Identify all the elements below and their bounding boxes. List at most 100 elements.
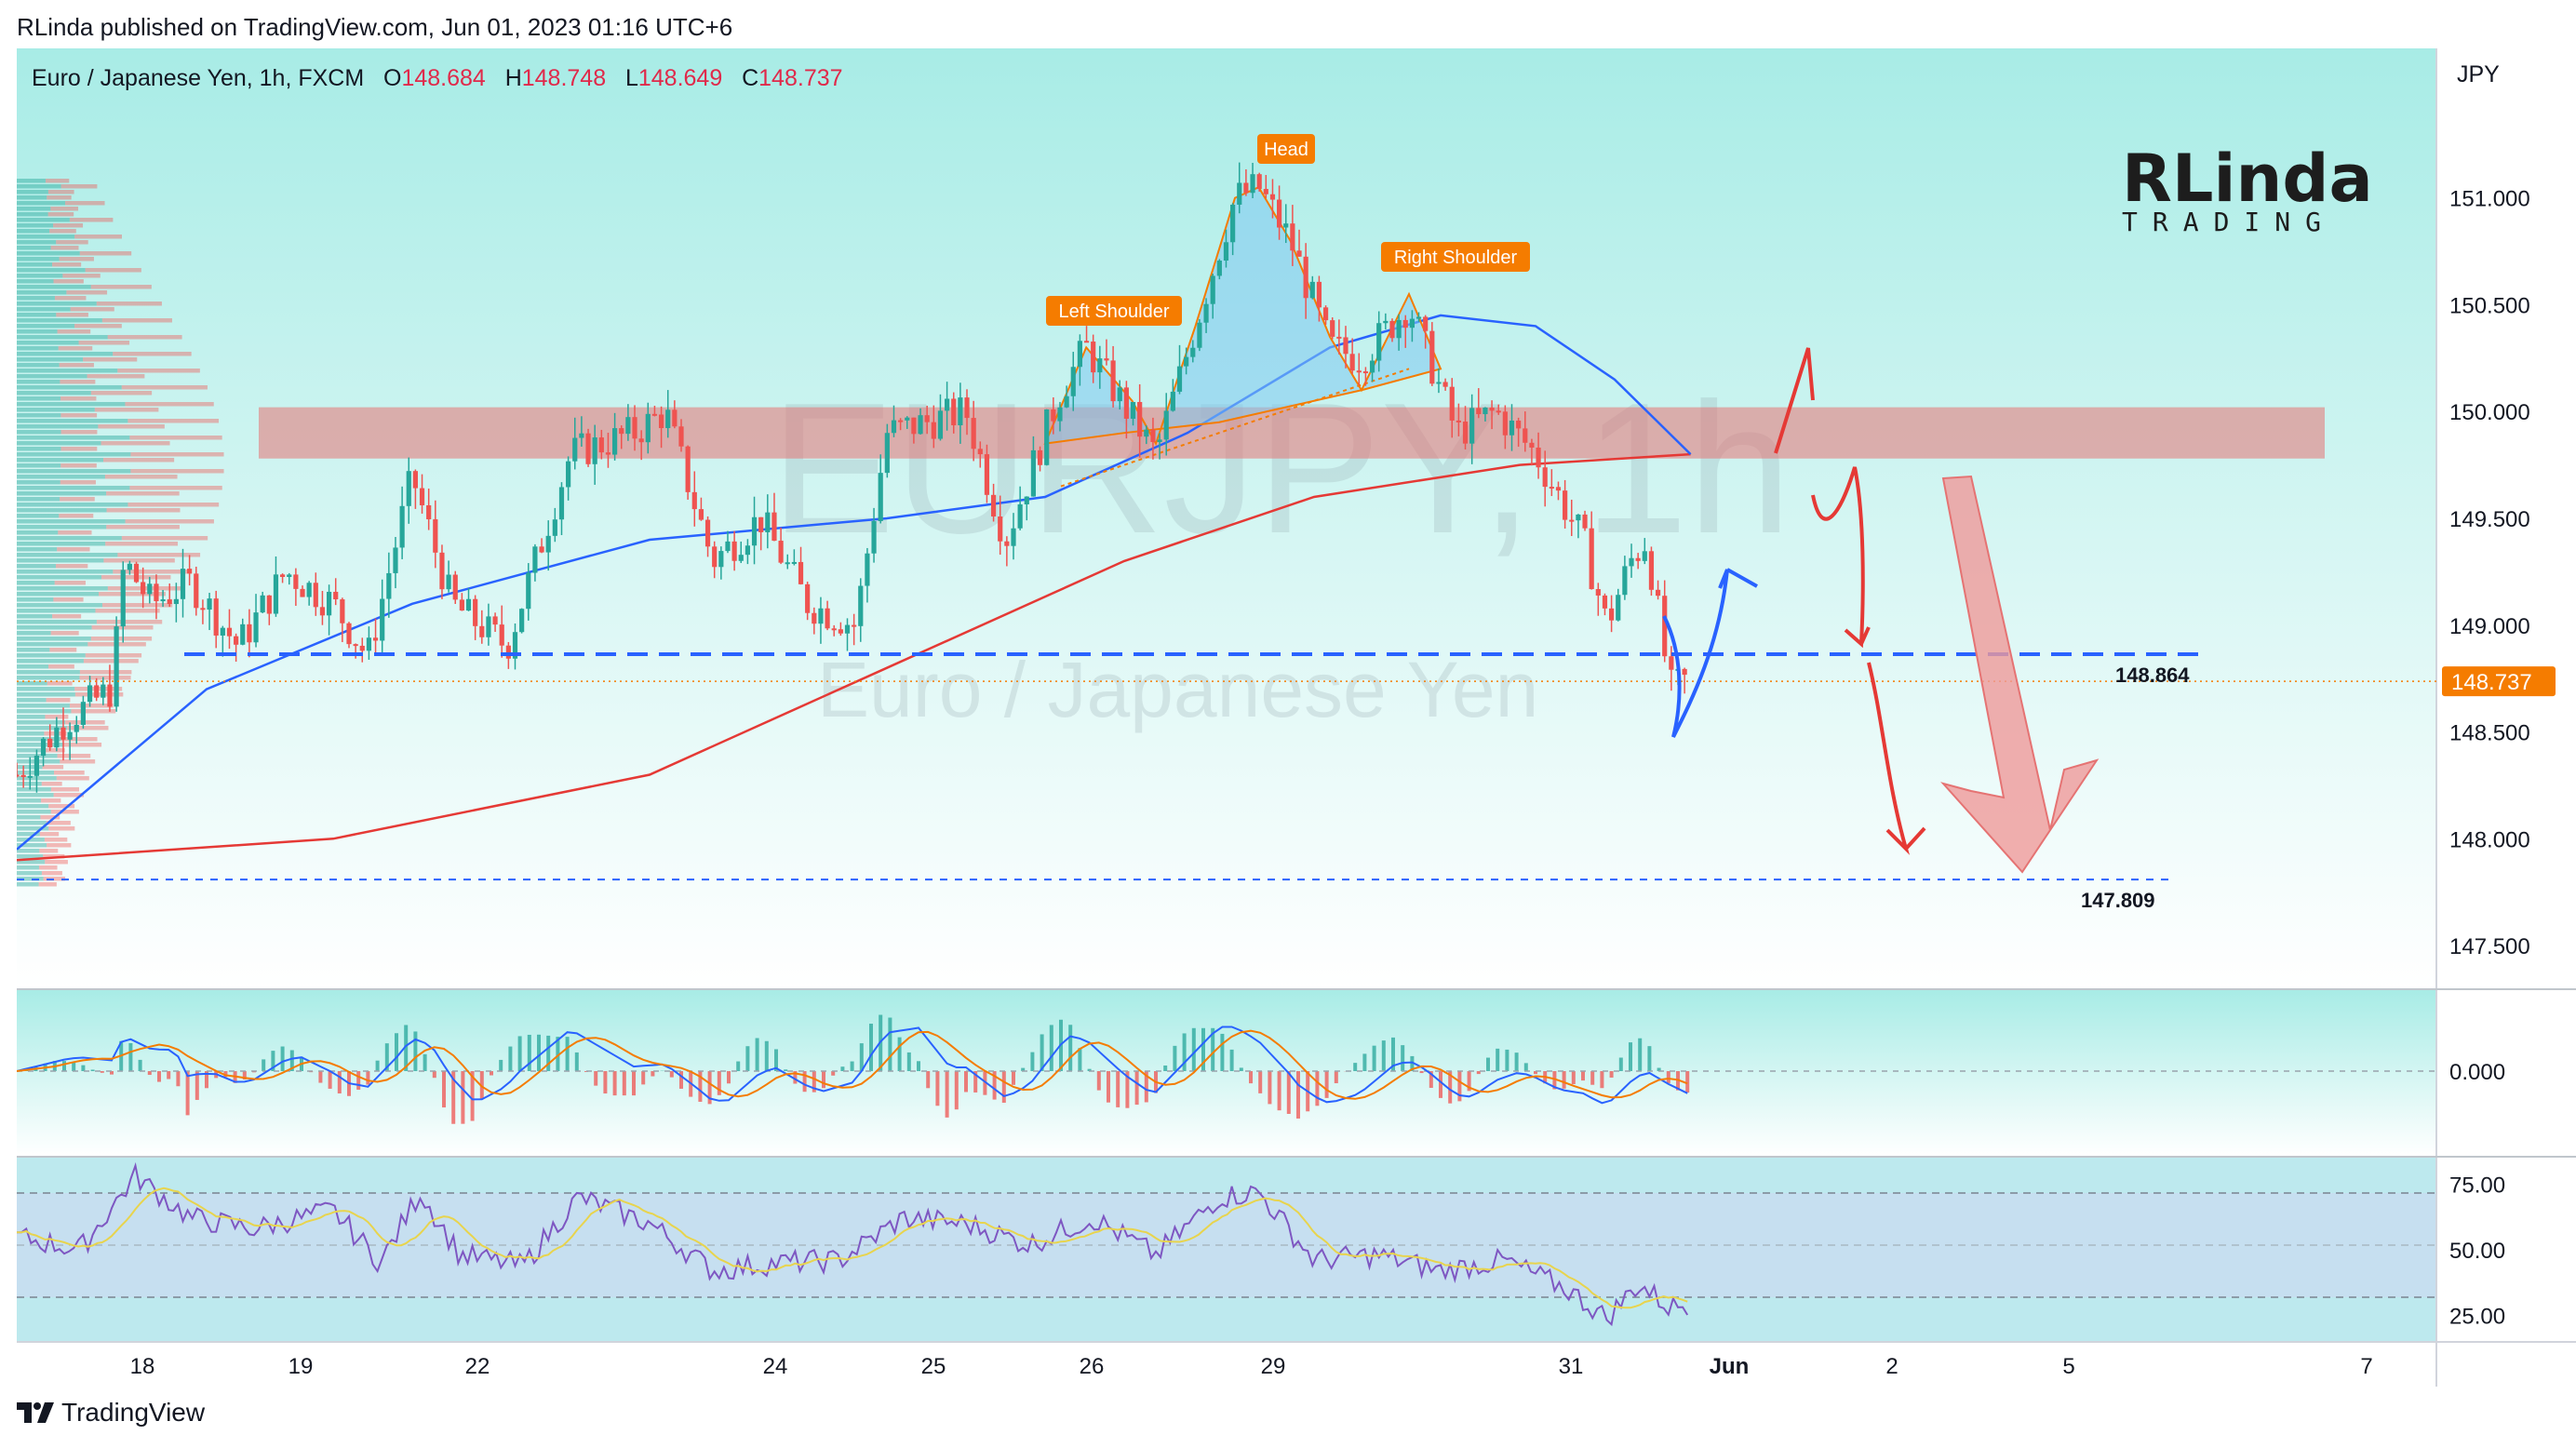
candle-body <box>160 599 166 602</box>
time-axis[interactable]: 18 19 22 24 25 26 29 31 Jun 2 5 7 <box>130 1354 2373 1379</box>
macd-line <box>17 1026 1688 1105</box>
footer-brand[interactable]: TradingView <box>17 1398 205 1428</box>
candle-body <box>798 561 804 584</box>
volume-profile-bar <box>17 553 118 557</box>
candle-body <box>194 573 199 609</box>
macd-bar <box>90 1069 95 1071</box>
candle-body <box>1376 323 1382 361</box>
volume-profile-bar <box>90 391 153 396</box>
candle-body <box>240 623 246 645</box>
candle-body <box>1070 367 1076 396</box>
candle-body <box>1336 336 1342 339</box>
volume-profile-bar <box>50 787 80 792</box>
high-value: 148.748 <box>521 65 607 91</box>
candle-body <box>1091 342 1096 373</box>
macd-bar <box>926 1071 931 1089</box>
candle-body <box>340 599 345 623</box>
price-axis[interactable]: 151.000 150.500 150.000 149.500 149.000 148.5… <box>2449 187 2530 959</box>
macd-bar <box>1486 1057 1490 1071</box>
volume-profile-bar <box>17 603 102 608</box>
candle-body <box>260 595 265 613</box>
candle-body <box>977 449 983 455</box>
time-tick-label: 31 <box>1559 1354 1584 1379</box>
volume-profile-bar <box>17 240 57 245</box>
candle-body <box>1662 596 1668 657</box>
volume-profile-bar <box>17 318 102 323</box>
volume-profile-bar <box>17 815 41 820</box>
macd-bar <box>917 1061 920 1071</box>
volume-profile-bar <box>17 486 130 490</box>
ma-fast-line <box>17 314 1692 851</box>
volume-profile-bar <box>17 458 104 463</box>
macd-bar <box>195 1071 199 1100</box>
volume-profile-bar <box>17 514 60 518</box>
rsi-axis[interactable]: 75.00 50.00 25.00 <box>2449 1173 2505 1329</box>
chart-svg[interactable]: EURJPY, 1h Euro / Japanese Yen 148.864 1… <box>17 48 2576 1387</box>
price-tick-label: 147.500 <box>2449 934 2530 959</box>
candle-body <box>1184 356 1189 367</box>
macd-bar <box>859 1043 864 1071</box>
volume-profile-bar <box>57 754 91 758</box>
macd-bar <box>176 1071 181 1087</box>
candle-body <box>1622 566 1628 596</box>
volume-profile-bar <box>17 575 101 580</box>
macd-bar <box>1401 1045 1405 1071</box>
candle-body <box>745 545 750 556</box>
macd-bar <box>1448 1071 1453 1104</box>
candle-body <box>213 598 219 636</box>
macd-bar <box>1523 1063 1528 1071</box>
volume-profile-bar <box>85 653 142 658</box>
macd-bar <box>556 1037 560 1071</box>
volume-profile-bar <box>17 692 75 697</box>
macd-bar <box>1334 1071 1338 1084</box>
volume-profile-bar <box>17 419 128 423</box>
candle-body <box>1024 496 1029 504</box>
volume-profile-bar <box>45 715 69 719</box>
candle-body <box>1576 514 1581 521</box>
candle-body <box>1250 174 1255 194</box>
candle-body <box>545 535 551 553</box>
volume-profile-bar <box>17 207 51 211</box>
candle-body <box>60 727 66 740</box>
volume-profile-bar <box>17 195 47 200</box>
macd-bar <box>764 1040 769 1071</box>
candle-body <box>101 684 106 698</box>
symbol-info[interactable]: Euro / Japanese Yen, 1h, FXCM O148.684 H… <box>32 65 843 92</box>
candle-body <box>1582 514 1588 529</box>
candle-body <box>1170 391 1175 411</box>
candle-body <box>1123 387 1129 419</box>
volume-profile-bar <box>56 240 88 245</box>
volume-profile-bar <box>121 536 208 541</box>
volume-profile-bar <box>105 542 179 546</box>
candle-body <box>791 561 797 564</box>
macd-bar <box>271 1051 275 1071</box>
volume-profile-bar <box>17 882 39 887</box>
volume-profile-bar <box>17 519 126 524</box>
volume-profile-bar <box>17 296 55 301</box>
macd-bar <box>822 1071 825 1089</box>
candle-body <box>1157 439 1162 443</box>
candle-body <box>1144 429 1149 437</box>
candle-body <box>1011 528 1016 546</box>
candle-body <box>1629 557 1634 567</box>
volume-profile-bar <box>52 262 82 267</box>
candle-body <box>526 572 531 610</box>
low-label: L <box>624 65 638 91</box>
macd-bar <box>223 1071 228 1078</box>
macd-bar <box>1571 1071 1576 1085</box>
macd-axis-label: 0.000 <box>2449 1060 2505 1085</box>
macd-bar <box>490 1071 493 1076</box>
macd-bar <box>755 1038 759 1071</box>
volume-profile-bar <box>113 352 192 356</box>
macd-bar <box>831 1071 836 1076</box>
macd-bar <box>1182 1033 1187 1071</box>
candle-body <box>911 417 917 435</box>
candle-body <box>852 624 857 627</box>
volume-profile-bar <box>39 832 60 837</box>
macd-bar <box>508 1046 513 1071</box>
volume-profile-bar <box>87 374 145 379</box>
open-label: O <box>383 65 402 91</box>
chart-frame[interactable]: EURJPY, 1h Euro / Japanese Yen 148.864 1… <box>17 48 2576 1387</box>
candle-body <box>1051 409 1056 422</box>
macd-bar <box>1191 1027 1196 1071</box>
